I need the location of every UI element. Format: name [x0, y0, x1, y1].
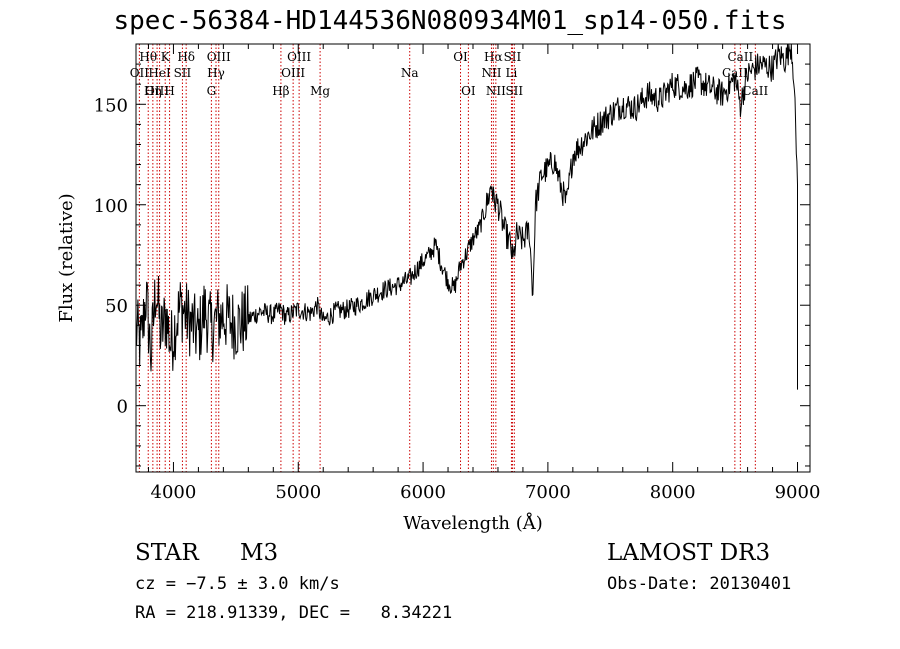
redshift-cz: cz = −7.5 ± 3.0 km/s	[135, 574, 340, 594]
line-label-Hgamma: Hγ	[207, 66, 225, 80]
line-label-H6: Hθ	[139, 50, 157, 64]
line-label-G: G	[207, 84, 217, 98]
y-tick-label-0: 0	[117, 397, 128, 418]
line-label-OIII-4959: OIII	[281, 66, 305, 80]
chart-title: spec-56384-HD144536N080934M01_sp14-050.f…	[113, 6, 787, 36]
y-tick-label-150: 150	[94, 95, 128, 116]
line-label-Na: Na	[401, 66, 419, 80]
x-tick-label-5000: 5000	[275, 482, 321, 503]
line-label-OIII-3869: OIII	[145, 84, 169, 98]
line-label-NII-6548: NII	[481, 66, 501, 80]
line-label-OI-6363: OI	[461, 84, 476, 98]
line-label-SII-6716: SII	[504, 50, 522, 64]
x-tick-label-4000: 4000	[151, 482, 197, 503]
line-label-Li: Li	[506, 66, 518, 80]
observation-date: Obs-Date: 20130401	[607, 574, 792, 594]
y-tick-label-50: 50	[105, 296, 128, 317]
object-subclass: M3	[240, 540, 279, 566]
x-tick-label-8000: 8000	[650, 482, 696, 503]
line-label-Hbeta: Hβ	[272, 84, 289, 98]
object-class: STAR	[135, 540, 199, 566]
plot-frame	[135, 43, 811, 473]
x-tick-label-9000: 9000	[775, 482, 821, 503]
line-label-Mg: Mg	[310, 84, 330, 98]
line-label-CaII-8542: CaII	[727, 50, 753, 64]
line-label-H: H	[164, 84, 174, 98]
line-label-SII-4072: SII	[174, 66, 192, 80]
coordinates: RA = 218.91339, DEC = 8.34221	[135, 603, 453, 623]
survey-name: LAMOST DR3	[607, 540, 771, 566]
line-label-NII-6583: NII	[486, 84, 506, 98]
line-label-Hdelta: Hδ	[177, 50, 195, 64]
line-label-SII-6731: SII	[505, 84, 523, 98]
line-label-HeI: HeI	[148, 66, 171, 80]
line-label-CaII-8662: CaII	[742, 84, 768, 98]
line-label-OIII-5007: OIII	[287, 50, 311, 64]
line-label-Halpha: Hα	[484, 50, 503, 64]
line-label-OII: OII	[130, 66, 150, 80]
line-label-Heps: Hη	[144, 84, 162, 98]
line-label-OI-6300: OI	[453, 50, 468, 64]
x-tick-label-7000: 7000	[525, 482, 571, 503]
x-axis-label: Wavelength (Å)	[403, 512, 543, 534]
y-tick-label-100: 100	[94, 196, 128, 217]
spectrum-line	[135, 43, 798, 390]
line-label-OIII-4363: OIII	[207, 50, 231, 64]
x-tick-label-6000: 6000	[400, 482, 446, 503]
y-axis-label: Flux (relative)	[56, 193, 77, 322]
line-label-K: K	[161, 50, 171, 64]
